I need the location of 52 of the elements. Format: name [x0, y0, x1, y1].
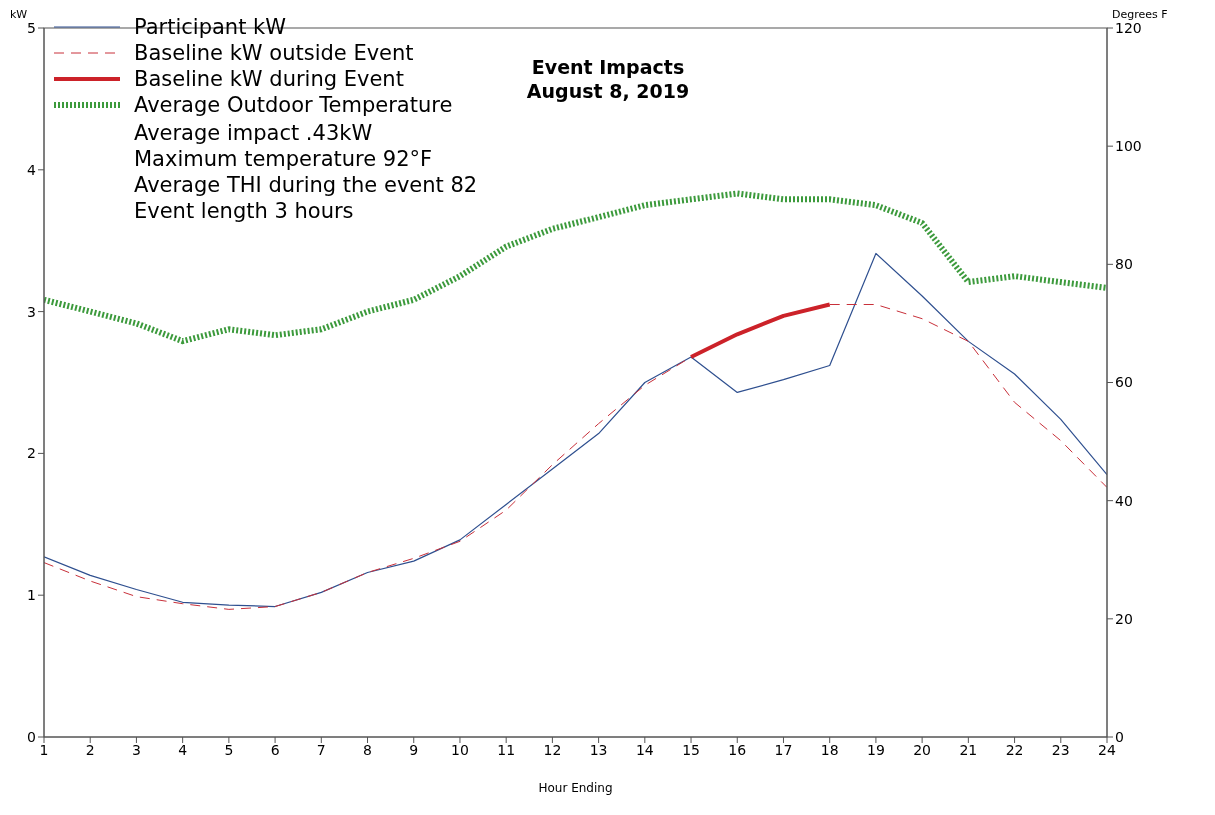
- y-tick-label: 1: [27, 587, 36, 604]
- x-tick-label: 11: [497, 741, 516, 758]
- line-series: [689, 302, 832, 359]
- y2-tick-label: 0: [1115, 728, 1124, 745]
- x-tick-label: 3: [131, 741, 141, 758]
- annotation: Maximum temperature 92°F: [134, 146, 434, 172]
- y2-axis-title: Degrees F: [1112, 8, 1168, 21]
- x-tick-label: 22: [1005, 741, 1024, 758]
- x-tick-label: 4: [178, 741, 188, 758]
- legend-label: Baseline kW outside Event: [134, 40, 414, 66]
- x-tick-label: 23: [1051, 741, 1070, 758]
- y-tick-label: 0: [27, 728, 36, 745]
- x-tick-label: 16: [728, 741, 747, 758]
- x-tick-label: 1: [39, 741, 49, 758]
- y2-tick-label: 40: [1115, 492, 1133, 509]
- line-series: [44, 252, 1107, 608]
- x-tick-label: 15: [682, 741, 700, 758]
- x-tick-label: 20: [913, 741, 932, 758]
- x-tick-label: 7: [316, 741, 326, 758]
- text: August 8, 2019: [526, 80, 690, 102]
- x-tick-label: 12: [543, 741, 562, 758]
- annotation: Event length 3 hours: [134, 198, 355, 224]
- legend-label: Baseline kW during Event: [134, 66, 404, 92]
- y-axis-title: kW: [10, 8, 28, 21]
- x-tick-label: 24: [1098, 741, 1116, 758]
- x-tick-label: 8: [363, 741, 372, 758]
- x-axis-title: Hour Ending: [538, 781, 613, 795]
- y-tick-label: 2: [27, 445, 36, 462]
- y2-tick-label: 60: [1115, 374, 1133, 391]
- x-tick-label: 2: [85, 741, 95, 758]
- x-tick-label: 17: [774, 741, 793, 758]
- legend-label: Average Outdoor Temperature: [134, 92, 453, 118]
- y2-tick-label: 20: [1115, 610, 1133, 627]
- x-tick-label: 9: [409, 741, 419, 758]
- y2-tick-label: 120: [1115, 19, 1142, 36]
- y-tick-label: 4: [27, 161, 37, 178]
- x-tick-label: 19: [867, 741, 885, 758]
- y2-tick-label: 100: [1115, 138, 1142, 155]
- x-tick-label: 13: [589, 741, 608, 758]
- annotation: Average impact .43kW: [134, 120, 374, 146]
- x-tick-label: 18: [820, 741, 839, 758]
- legend-label: Participant kW: [134, 14, 287, 40]
- y-tick-label: 5: [27, 19, 36, 36]
- text: Event Impacts: [530, 55, 686, 79]
- annotation: Average THI during the event 82: [134, 172, 478, 198]
- x-tick-label: 5: [224, 741, 234, 758]
- x-tick-label: 6: [270, 741, 280, 758]
- x-tick-label: 10: [451, 741, 469, 758]
- x-tick-label: 14: [635, 741, 654, 758]
- y-tick-label: 3: [27, 303, 36, 320]
- y2-tick-label: 80: [1115, 256, 1133, 273]
- x-tick-label: 21: [959, 741, 978, 758]
